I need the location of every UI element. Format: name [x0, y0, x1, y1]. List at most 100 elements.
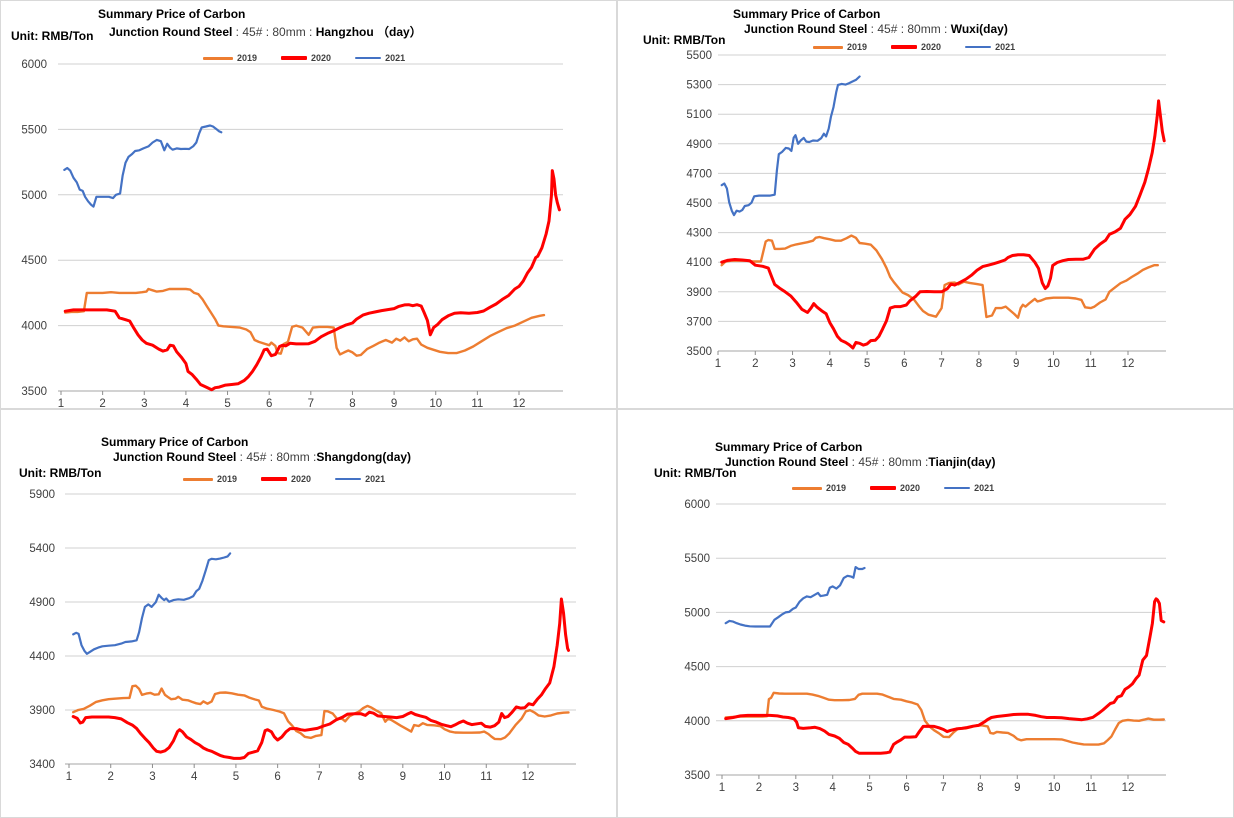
legend-label-2019: 2019	[217, 474, 238, 484]
x-tick-label: 1	[715, 358, 721, 370]
series-2020-line	[63, 169, 561, 392]
series-2021-line	[63, 124, 223, 208]
x-tick-label: 5	[864, 358, 870, 370]
chart-title-line1: Summary Price of Carbon	[101, 435, 249, 449]
series-2020-line	[724, 597, 1166, 755]
x-tick-label: 8	[349, 398, 355, 408]
y-tick-label: 4900	[686, 139, 712, 151]
chart-title-line2: Junction Round Steel : 45# : 80mm :Tianj…	[725, 455, 996, 469]
chart-panel-shangdong: 3400 3900 4400 4900 5400 5900 1 2 3 4 5 6 7 8 9 10 11 12 …	[0, 409, 617, 818]
legend: 2019 2020 2021	[811, 42, 1018, 52]
series-2019-line	[71, 684, 570, 741]
x-tick-label: 10	[438, 771, 451, 783]
legend-item-2020: 2020	[868, 483, 923, 493]
x-tick-label: 1	[719, 782, 725, 794]
y-tick-label: 3400	[29, 759, 55, 771]
x-tick-label: 3	[149, 771, 155, 783]
legend-swatch-2019	[203, 56, 233, 60]
title-city: Wuxi(day)	[950, 22, 1008, 36]
title-spec: : 45# : 80mm :	[848, 455, 929, 469]
title-city: Shangdong(day)	[316, 450, 412, 464]
line-chart-wuxi: 3500 3700 3900 4100 4300 4500 4700 4900 5100 5300…	[686, 50, 1166, 370]
x-tick-label: 2	[756, 782, 762, 794]
series-2021-line	[720, 75, 861, 217]
x-tick-label: 8	[977, 782, 983, 794]
legend-label-2019: 2019	[237, 53, 258, 63]
legend-swatch-2020	[891, 45, 918, 49]
y-tick-label: 4900	[29, 597, 55, 609]
y-tick-label: 3500	[686, 346, 712, 358]
y-tick-label: 5400	[29, 543, 55, 555]
legend: 2019 2020 2021	[790, 483, 997, 493]
y-tick-label: 3700	[686, 316, 712, 328]
x-tick-label: 5	[224, 398, 230, 408]
y-tick-label: 3900	[29, 705, 55, 717]
x-tick-label: 2	[99, 398, 105, 408]
x-tick-label: 1	[66, 771, 72, 783]
legend-swatch-2021	[355, 56, 382, 60]
legend-item-2019: 2019	[201, 53, 260, 63]
y-tick-label: 4700	[686, 168, 712, 180]
gridlines: 3500 4000 4500 5000 5500 6000	[684, 499, 1166, 782]
x-tick-label: 5	[233, 771, 239, 783]
y-tick-label: 5000	[21, 190, 47, 202]
chart-title-line1: Summary Price of Carbon	[733, 7, 881, 21]
legend-swatch-2021	[944, 486, 971, 490]
y-tick-label: 4500	[684, 662, 710, 674]
title-spec: : 45# : 80mm :	[232, 25, 316, 39]
x-tick-label: 7	[308, 398, 314, 408]
x-tick-label: 12	[1122, 358, 1135, 370]
y-tick-label: 4500	[21, 255, 47, 267]
x-tick-label: 4	[191, 771, 198, 783]
series-2020-line	[71, 597, 570, 760]
y-tick-label: 6000	[21, 59, 47, 71]
title-city: Tianjin(day)	[928, 455, 996, 469]
series-2021-line	[72, 552, 232, 655]
title-bold: Junction Round Steel	[744, 22, 868, 36]
chart-title-line2: Junction Round Steel : 45# : 80mm :Shang…	[113, 450, 411, 464]
x-tick-label: 6	[266, 398, 272, 408]
series-2020-line	[720, 99, 1166, 350]
legend-swatch-2020	[261, 477, 288, 481]
unit-label: Unit: RMB/Ton	[19, 466, 102, 480]
x-tick-label: 11	[1085, 782, 1097, 794]
x-tick-label: 10	[429, 398, 442, 408]
y-tick-label: 5100	[686, 109, 712, 121]
unit-label: Unit: RMB/Ton	[654, 466, 737, 480]
gridlines: 3500 4000 4500 5000 5500 6000	[21, 59, 563, 398]
y-tick-label: 4300	[686, 228, 712, 240]
x-tick-label: 11	[480, 771, 492, 783]
x-tick-label: 1	[58, 398, 64, 408]
chart-title-line2: Junction Round Steel : 45# : 80mm : Hang…	[109, 23, 422, 40]
legend-item-2020: 2020	[259, 474, 314, 484]
series-2019-line	[724, 691, 1165, 746]
legend-swatch-2021	[335, 477, 362, 481]
x-tick-label: 9	[1014, 782, 1020, 794]
legend-swatch-2021	[965, 45, 992, 49]
series-2019-line	[63, 287, 546, 357]
legend-swatch-2020	[281, 56, 308, 60]
x-tick-label: 4	[830, 782, 837, 794]
y-tick-label: 6000	[684, 499, 710, 511]
unit-label: Unit: RMB/Ton	[643, 33, 726, 47]
x-tick-label: 9	[400, 771, 406, 783]
legend-label-2021: 2021	[974, 483, 995, 493]
x-tick-label: 8	[976, 358, 982, 370]
legend-item-2019: 2019	[790, 483, 849, 493]
x-tick-label: 3	[141, 398, 147, 408]
chart-panel-tianjin: 3500 4000 4500 5000 5500 6000 1 2 3 4 5 6 7 8 9 10 11 12 …	[617, 409, 1234, 818]
legend-swatch-2020	[870, 486, 897, 490]
x-tick-label: 6	[274, 771, 280, 783]
legend: 2019 2020 2021	[201, 53, 408, 63]
x-tick-label: 7	[316, 771, 322, 783]
x-tick-label: 2	[752, 358, 758, 370]
title-bold: Junction Round Steel	[113, 450, 237, 464]
legend-item-2019: 2019	[181, 474, 240, 484]
legend-label-2020: 2020	[311, 53, 332, 63]
legend-swatch-2019	[792, 486, 822, 490]
x-tick-label: 10	[1047, 358, 1060, 370]
x-tick-label: 6	[903, 782, 909, 794]
